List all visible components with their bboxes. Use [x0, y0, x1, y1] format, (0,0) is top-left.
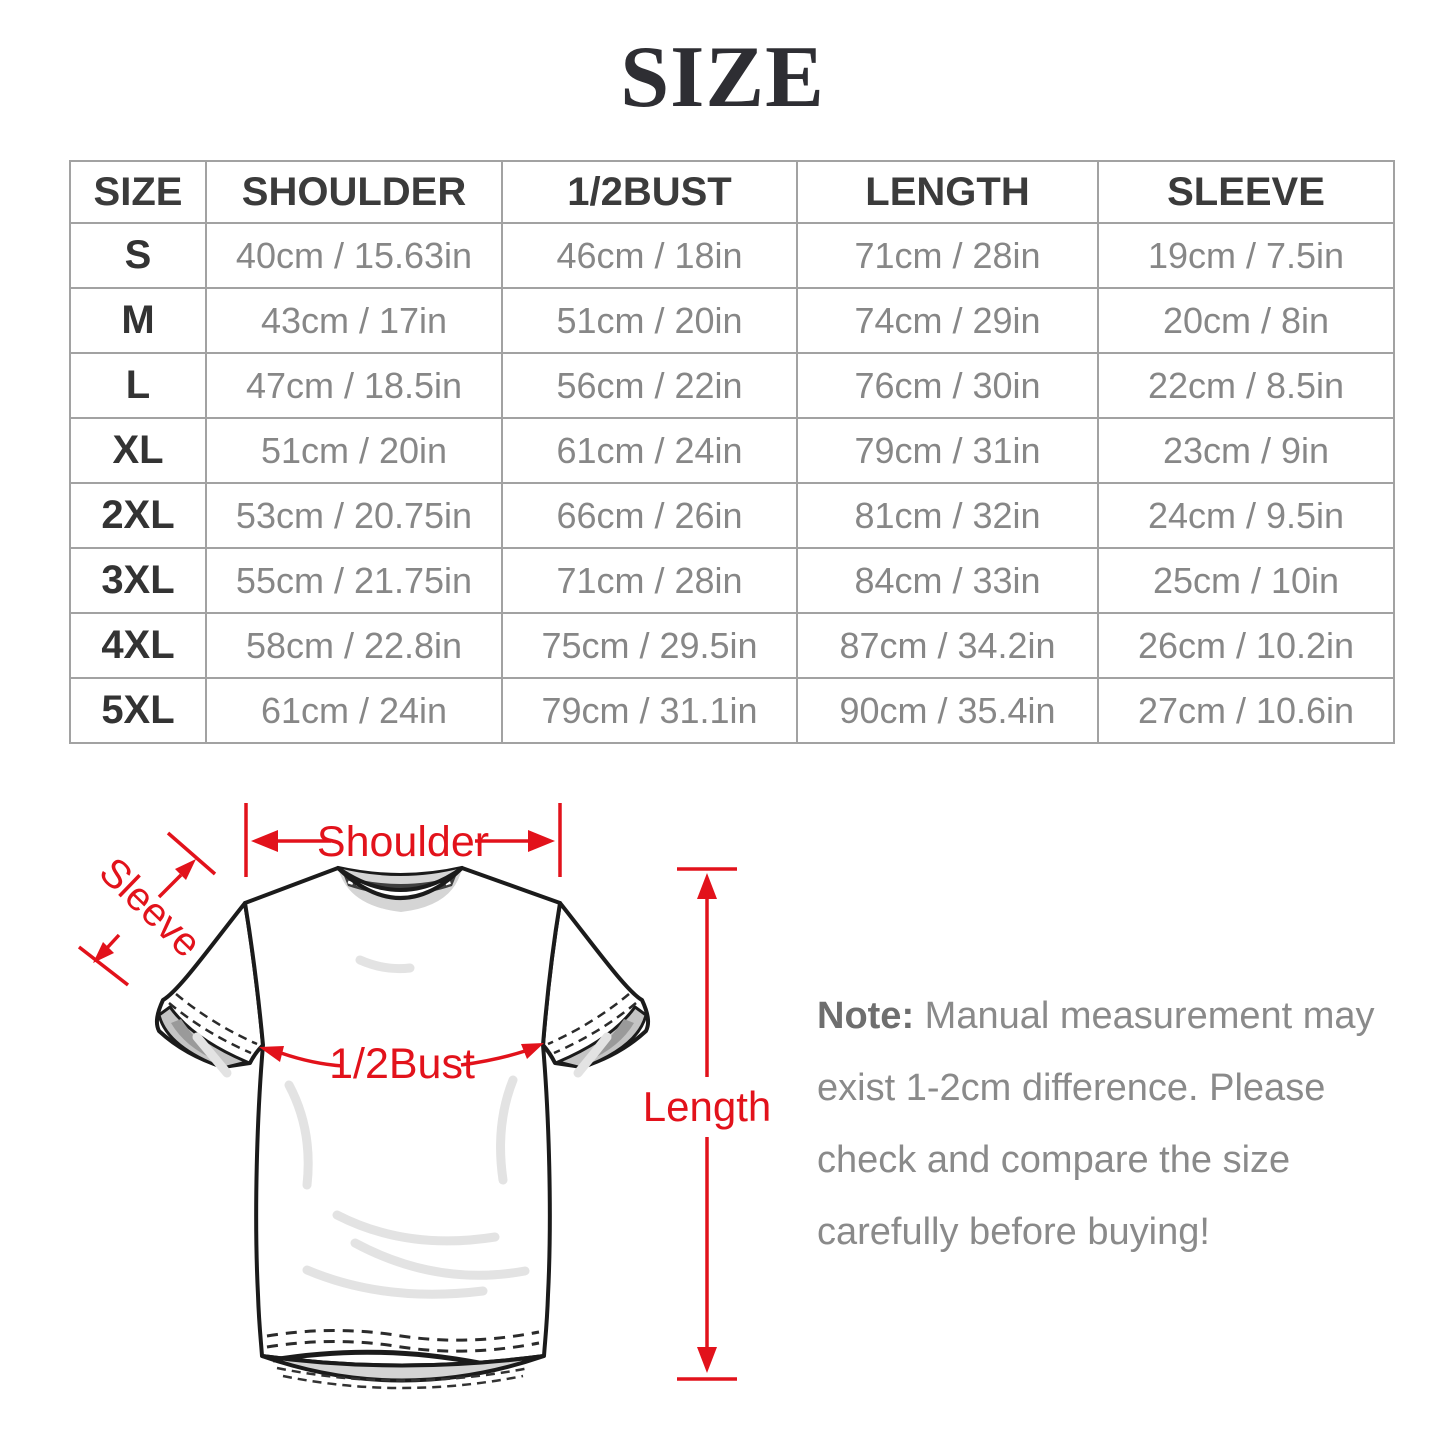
- length-cell: 76cm / 30in: [796, 352, 1099, 419]
- hem-underside: [261, 1354, 545, 1383]
- shoulder-cell: 55cm / 21.75in: [205, 547, 503, 614]
- sleeve-upper-arrowhead: [175, 859, 196, 880]
- sleeve-cell: 24cm / 9.5in: [1097, 482, 1395, 549]
- tshirt-measurement-diagram: Shoulder Sleeve 1/2Bust: [77, 803, 771, 1390]
- table-row: L 47cm / 18.5in 56cm / 22in 76cm / 30in …: [69, 352, 1395, 419]
- tshirt-wrinkles: [192, 955, 612, 1299]
- bust-annotation: 1/2Bust: [259, 1040, 544, 1088]
- length-cell: 74cm / 29in: [796, 287, 1099, 354]
- hem-upper-stitches: [266, 1329, 540, 1353]
- bust-cell: 71cm / 28in: [501, 547, 798, 614]
- sleeve-cell: 19cm / 7.5in: [1097, 222, 1395, 289]
- size-cell: M: [69, 287, 207, 354]
- note-line-4: carefully before buying!: [817, 1211, 1210, 1253]
- length-cell: 71cm / 28in: [796, 222, 1099, 289]
- sleeve-cell: 27cm / 10.6in: [1097, 677, 1395, 744]
- shoulder-right-arrowhead: [528, 830, 555, 852]
- shoulder-cell: 58cm / 22.8in: [205, 612, 503, 679]
- table-row: XL 51cm / 20in 61cm / 24in 79cm / 31in 2…: [69, 417, 1395, 484]
- shoulder-cell: 53cm / 20.75in: [205, 482, 503, 549]
- bust-cell: 75cm / 29.5in: [501, 612, 798, 679]
- col-header-bust: 1/2BUST: [501, 160, 798, 224]
- sleeve-cell: 23cm / 9in: [1097, 417, 1395, 484]
- table-row: 5XL 61cm / 24in 79cm / 31.1in 90cm / 35.…: [69, 677, 1395, 744]
- note-line-2: exist 1-2cm difference. Please: [817, 1067, 1326, 1109]
- page-title: SIZE: [620, 29, 825, 126]
- size-cell: XL: [69, 417, 207, 484]
- note-line-3: check and compare the size: [817, 1139, 1291, 1181]
- table-row: S 40cm / 15.63in 46cm / 18in 71cm / 28in…: [69, 222, 1395, 289]
- size-cell: 4XL: [69, 612, 207, 679]
- length-cell: 84cm / 33in: [796, 547, 1099, 614]
- shoulder-cell: 43cm / 17in: [205, 287, 503, 354]
- sleeve-lower-arrowhead: [93, 942, 114, 963]
- shoulder-cell: 51cm / 20in: [205, 417, 503, 484]
- length-cell: 90cm / 35.4in: [796, 677, 1099, 744]
- sleeve-lower-tick: [77, 945, 130, 987]
- table-row: 2XL 53cm / 20.75in 66cm / 26in 81cm / 32…: [69, 482, 1395, 549]
- shoulder-annotation: Shoulder: [244, 803, 562, 877]
- note-text: Note: Manual measurement may exist 1-2cm…: [817, 980, 1387, 1268]
- tshirt-illustration: [154, 866, 651, 1390]
- sleeve-cell: 25cm / 10in: [1097, 547, 1395, 614]
- hem-underside-stitches: [276, 1366, 530, 1390]
- table-row: 4XL 58cm / 22.8in 75cm / 29.5in 87cm / 3…: [69, 612, 1395, 679]
- size-table: SIZE SHOULDER 1/2BUST LENGTH SLEEVE S 40…: [69, 160, 1395, 744]
- sleeve-cell: 20cm / 8in: [1097, 287, 1395, 354]
- col-header-shoulder: SHOULDER: [205, 160, 503, 224]
- shoulder-left-arrowhead: [251, 830, 278, 852]
- bust-right-arrowhead: [521, 1043, 544, 1059]
- shoulder-label: Shoulder: [317, 818, 489, 866]
- table-row: 3XL 55cm / 21.75in 71cm / 28in 84cm / 33…: [69, 547, 1395, 614]
- size-cell: S: [69, 222, 207, 289]
- shoulder-cell: 40cm / 15.63in: [205, 222, 503, 289]
- collar-band: [336, 866, 464, 900]
- bust-cell: 56cm / 22in: [501, 352, 798, 419]
- size-cell: 3XL: [69, 547, 207, 614]
- size-cell: 5XL: [69, 677, 207, 744]
- table-row: M 43cm / 17in 51cm / 20in 74cm / 29in 20…: [69, 287, 1395, 354]
- bust-cell: 66cm / 26in: [501, 482, 798, 549]
- shoulder-cell: 61cm / 24in: [205, 677, 503, 744]
- length-bottom-arrowhead: [697, 1347, 717, 1373]
- bust-left-arrowhead: [259, 1046, 284, 1062]
- bust-cell: 46cm / 18in: [501, 222, 798, 289]
- col-header-size: SIZE: [69, 160, 207, 224]
- bust-label: 1/2Bust: [329, 1040, 475, 1088]
- note-line-1: Note: Manual measurement may: [817, 995, 1375, 1037]
- shoulder-cell: 47cm / 18.5in: [205, 352, 503, 419]
- bust-cell: 79cm / 31.1in: [501, 677, 798, 744]
- size-cell: L: [69, 352, 207, 419]
- hem-fold-line: [272, 1349, 480, 1366]
- bust-cell: 61cm / 24in: [501, 417, 798, 484]
- left-cuff-stitches: [168, 993, 258, 1055]
- length-top-arrowhead: [697, 873, 717, 899]
- size-cell: 2XL: [69, 482, 207, 549]
- col-header-length: LENGTH: [796, 160, 1099, 224]
- table-header-row: SIZE SHOULDER 1/2BUST LENGTH SLEEVE: [69, 160, 1395, 224]
- sleeve-cell: 22cm / 8.5in: [1097, 352, 1395, 419]
- col-header-sleeve: SLEEVE: [1097, 160, 1395, 224]
- length-cell: 81cm / 32in: [796, 482, 1099, 549]
- right-cuff-stitches: [547, 993, 637, 1055]
- sleeve-annotation: Sleeve: [77, 831, 217, 987]
- note-label: Note:: [817, 995, 915, 1037]
- length-label: Length: [643, 1083, 771, 1130]
- length-annotation: Length: [643, 867, 771, 1381]
- length-cell: 79cm / 31in: [796, 417, 1099, 484]
- length-cell: 87cm / 34.2in: [796, 612, 1099, 679]
- sleeve-upper-tick: [166, 831, 217, 876]
- sleeve-cell: 26cm / 10.2in: [1097, 612, 1395, 679]
- bust-cell: 51cm / 20in: [501, 287, 798, 354]
